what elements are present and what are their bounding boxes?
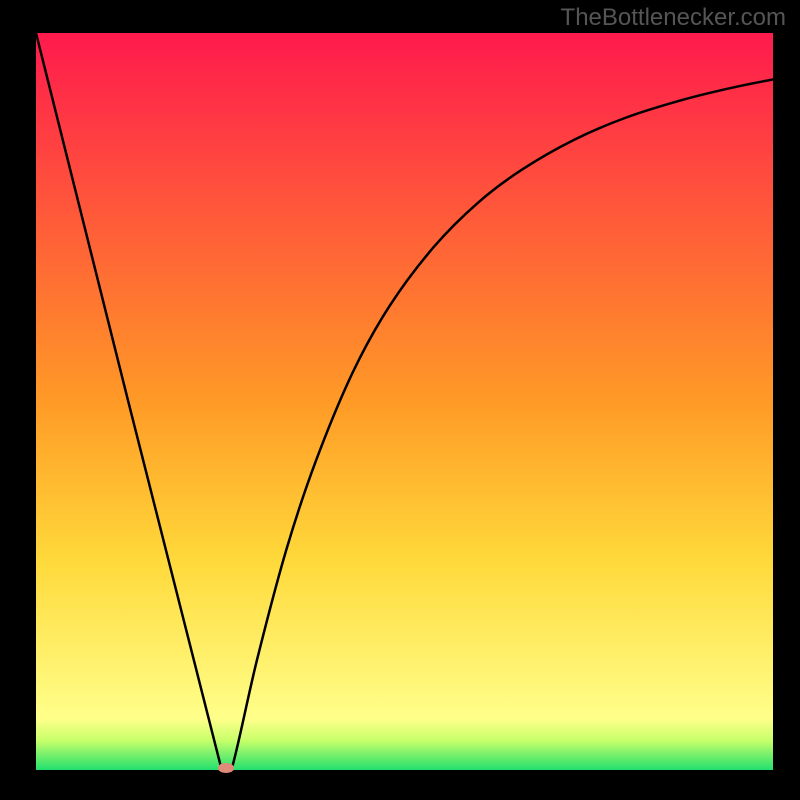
bottleneck-curve bbox=[36, 33, 773, 770]
watermark-text: TheBottlenecker.com bbox=[561, 4, 786, 32]
curve-path bbox=[36, 33, 773, 800]
chart-container: TheBottlenecker.com bbox=[0, 0, 800, 800]
curve-minimum-marker bbox=[218, 763, 233, 773]
plot-area bbox=[36, 33, 773, 770]
